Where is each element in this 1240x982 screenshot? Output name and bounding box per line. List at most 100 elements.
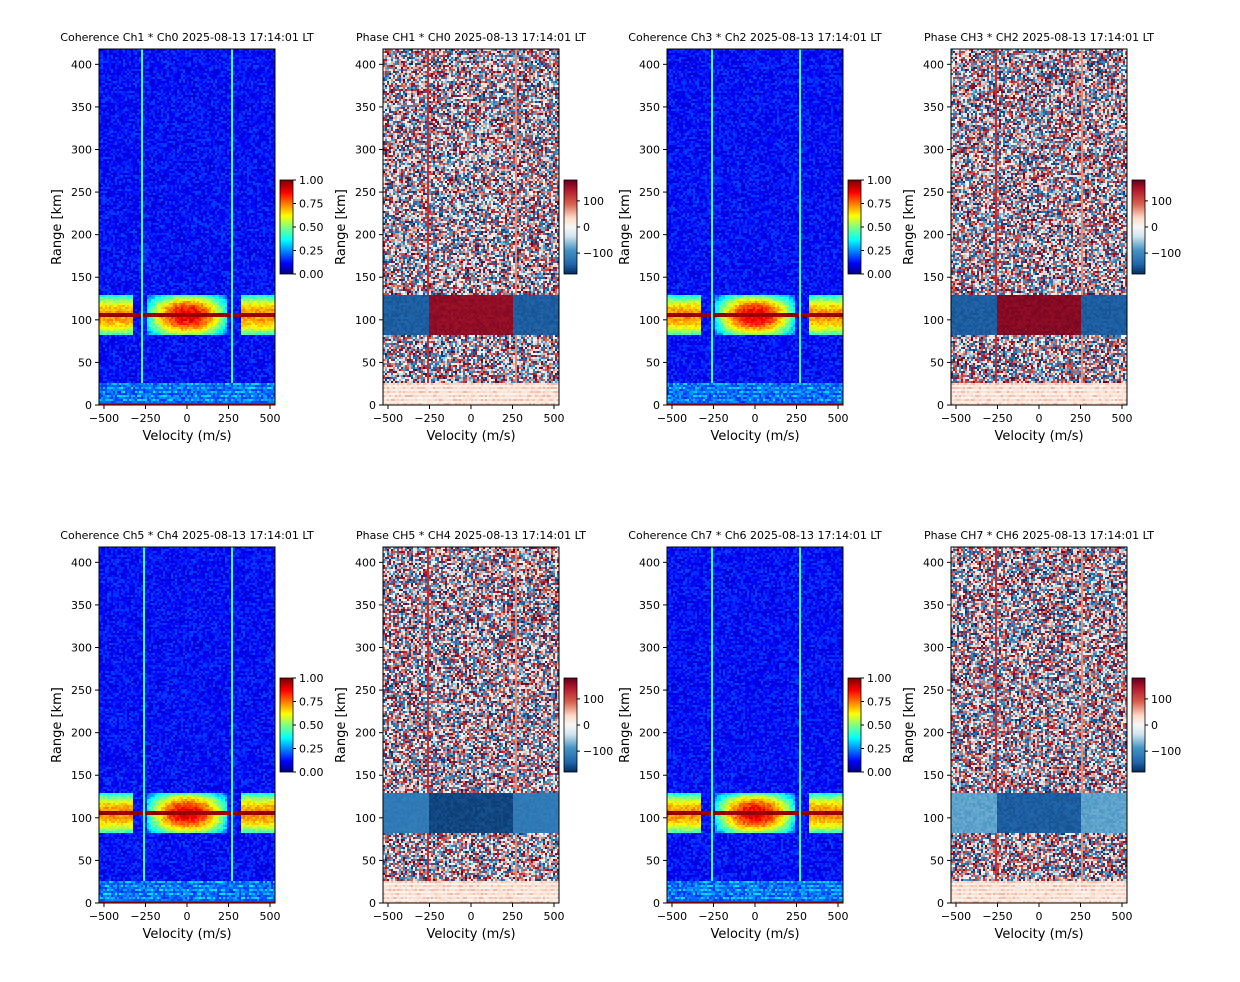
y-tick-label: 100 — [639, 812, 660, 825]
colorbar-tick-label: 0.25 — [867, 245, 892, 258]
y-tick-label: 400 — [71, 58, 92, 71]
x-tick-label: 250 — [218, 910, 239, 923]
x-axis-label: Velocity (m/s) — [426, 429, 515, 444]
x-tick-label: −250 — [130, 910, 160, 923]
x-axis-label: Velocity (m/s) — [710, 927, 799, 942]
y-tick-label: 50 — [646, 356, 660, 369]
colorbar-tick-label: −100 — [1151, 745, 1181, 758]
x-tick-label: 0 — [468, 910, 475, 923]
chart-panel: Phase CH7 * CH6 2025-08-13 17:14:01 LT −5… — [902, 529, 1181, 942]
y-tick-label: 150 — [71, 769, 92, 782]
y-tick-label: 300 — [355, 641, 376, 654]
x-tick-label: −500 — [373, 412, 403, 425]
y-tick-label: 100 — [71, 314, 92, 327]
y-tick-label: 0 — [937, 399, 944, 412]
x-tick-label: 0 — [1036, 910, 1043, 923]
x-tick-label: −250 — [698, 910, 728, 923]
x-tick-label: 500 — [1112, 412, 1133, 425]
y-axis-label: Range [km] — [50, 189, 65, 265]
chart-title: Phase CH5 * CH4 2025-08-13 17:14:01 LT — [356, 529, 586, 542]
y-tick-label: 250 — [923, 186, 944, 199]
x-tick-label: 0 — [1036, 412, 1043, 425]
chart-title: Phase CH3 * CH2 2025-08-13 17:14:01 LT — [924, 31, 1154, 44]
y-tick-label: 300 — [355, 143, 376, 156]
colorbar-tick-label: 0 — [583, 719, 590, 732]
y-axis-label: Range [km] — [902, 687, 917, 763]
colorbar-tick-label: 0 — [1151, 719, 1158, 732]
y-axis-label: Range [km] — [618, 189, 633, 265]
x-tick-label: −500 — [89, 910, 119, 923]
x-tick-label: −250 — [414, 412, 444, 425]
heatmap-image — [667, 547, 843, 903]
chart-panel: Coherence Ch5 * Ch4 2025-08-13 17:14:01 … — [50, 529, 324, 942]
chart-panel: Coherence Ch3 * Ch2 2025-08-13 17:14:01 … — [618, 31, 892, 444]
x-axis-label: Velocity (m/s) — [142, 927, 231, 942]
colorbar-tick-label: 100 — [1151, 195, 1172, 208]
x-tick-label: 500 — [828, 910, 849, 923]
y-tick-label: 400 — [71, 556, 92, 569]
chart-title: Coherence Ch5 * Ch4 2025-08-13 17:14:01 … — [60, 529, 314, 542]
colorbar-tick-label: 0.00 — [299, 268, 324, 281]
colorbar-tick-label: 0.25 — [299, 245, 324, 258]
y-tick-label: 50 — [78, 356, 92, 369]
x-tick-label: 0 — [468, 412, 475, 425]
colorbar-tick-label: 0.50 — [867, 221, 892, 234]
y-tick-label: 100 — [639, 314, 660, 327]
chart-panel: Phase CH3 * CH2 2025-08-13 17:14:01 LT −5… — [902, 31, 1181, 444]
heatmap-image — [383, 49, 559, 405]
x-tick-label: −500 — [373, 910, 403, 923]
x-axis-label: Velocity (m/s) — [142, 429, 231, 444]
x-tick-label: 500 — [544, 412, 565, 425]
x-tick-label: −500 — [657, 910, 687, 923]
x-tick-label: 0 — [752, 412, 759, 425]
x-tick-label: 0 — [184, 910, 191, 923]
chart-title: Coherence Ch1 * Ch0 2025-08-13 17:14:01 … — [60, 31, 314, 44]
x-tick-label: −500 — [89, 412, 119, 425]
y-tick-label: 150 — [639, 769, 660, 782]
y-tick-label: 300 — [639, 143, 660, 156]
colorbar-tick-label: 0.75 — [867, 198, 892, 211]
colorbar — [848, 678, 861, 772]
y-tick-label: 350 — [923, 599, 944, 612]
chart-title: Coherence Ch7 * Ch6 2025-08-13 17:14:01 … — [628, 529, 882, 542]
colorbar — [280, 180, 293, 274]
y-tick-label: 0 — [369, 399, 376, 412]
y-tick-label: 50 — [362, 356, 376, 369]
x-tick-label: −250 — [982, 412, 1012, 425]
y-tick-label: 0 — [653, 399, 660, 412]
y-tick-label: 150 — [923, 769, 944, 782]
x-tick-label: −250 — [698, 412, 728, 425]
y-tick-label: 0 — [653, 897, 660, 910]
colorbar-tick-label: 0.50 — [299, 221, 324, 234]
y-axis-label: Range [km] — [618, 687, 633, 763]
x-tick-label: 250 — [786, 412, 807, 425]
y-tick-label: 0 — [369, 897, 376, 910]
x-tick-label: 500 — [260, 910, 281, 923]
y-tick-label: 100 — [355, 812, 376, 825]
colorbar-tick-label: 0.00 — [867, 268, 892, 281]
x-tick-label: −250 — [414, 910, 444, 923]
colorbar-tick-label: 100 — [583, 693, 604, 706]
y-tick-label: 400 — [639, 556, 660, 569]
y-tick-label: 200 — [71, 727, 92, 740]
y-tick-label: 350 — [355, 599, 376, 612]
colorbar — [1132, 180, 1145, 274]
heatmap-image — [667, 49, 843, 405]
colorbar-tick-label: −100 — [583, 247, 613, 260]
x-tick-label: 250 — [502, 910, 523, 923]
y-tick-label: 100 — [923, 314, 944, 327]
colorbar — [848, 180, 861, 274]
y-tick-label: 250 — [71, 684, 92, 697]
colorbar-tick-label: 0.25 — [867, 743, 892, 756]
heatmap-image — [99, 547, 275, 903]
y-tick-label: 350 — [71, 101, 92, 114]
colorbar-tick-label: 0.75 — [867, 696, 892, 709]
y-axis-label: Range [km] — [334, 189, 349, 265]
y-tick-label: 400 — [639, 58, 660, 71]
chart-title: Phase CH7 * CH6 2025-08-13 17:14:01 LT — [924, 529, 1154, 542]
x-tick-label: 500 — [544, 910, 565, 923]
y-tick-label: 200 — [639, 229, 660, 242]
y-tick-label: 100 — [71, 812, 92, 825]
x-tick-label: 250 — [502, 412, 523, 425]
